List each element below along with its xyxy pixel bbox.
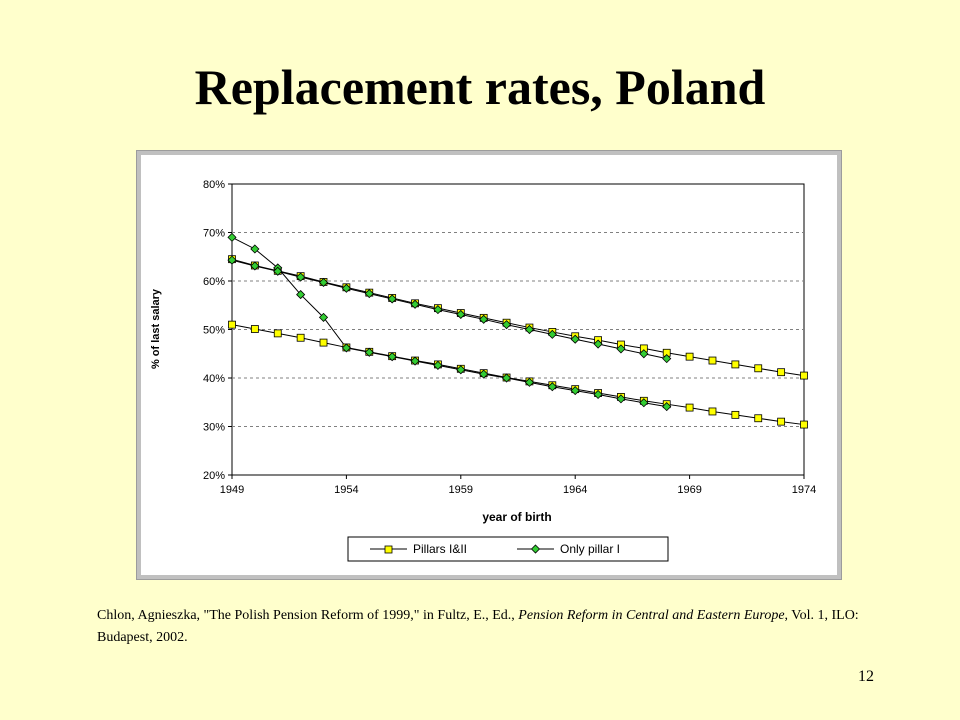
- data-point-only-pillar: [250, 244, 260, 254]
- data-point-pillars: [685, 352, 694, 361]
- data-point-pillars: [754, 364, 763, 373]
- replacement-rate-chart: 20% 30% 40% 50% 60% 70% 80% 1949 1954 1959 1964 196…: [150, 179, 816, 562]
- gridlines: [232, 232, 804, 427]
- data-point-only-pillar: [570, 386, 580, 396]
- y-tick-label: 30%: [203, 422, 225, 434]
- data-point-only-pillar: [364, 347, 374, 357]
- legend-marker-only-pillar: [530, 544, 541, 554]
- y-tick-label: 80%: [203, 179, 225, 191]
- data-point-only-pillar: [296, 272, 306, 282]
- data-point-pillars: [228, 320, 236, 329]
- x-tick-label: 1949: [220, 484, 244, 496]
- data-point-only-pillar: [547, 329, 557, 339]
- data-point-pillars: [319, 338, 328, 347]
- data-point-pillars: [250, 325, 259, 333]
- data-point-only-pillar: [364, 289, 374, 299]
- data-point-only-pillar: [639, 398, 649, 408]
- data-point-only-pillar: [318, 277, 329, 288]
- data-point-only-pillar: [296, 290, 306, 300]
- data-point-pillars: [273, 329, 282, 338]
- x-tick-label: 1959: [449, 484, 473, 496]
- data-point-pillars: [708, 407, 717, 416]
- data-point-only-pillar: [341, 283, 351, 293]
- data-point-only-pillar: [662, 402, 672, 412]
- data-point-pillars: [777, 368, 786, 377]
- data-point-only-pillar: [616, 394, 626, 404]
- data-point-only-pillar: [479, 369, 489, 379]
- data-point-only-pillar: [227, 232, 237, 242]
- data-point-only-pillar: [387, 352, 397, 362]
- data-point-only-pillar: [639, 349, 649, 359]
- data-point-pillars: [800, 371, 808, 380]
- data-point-only-pillar: [616, 344, 626, 354]
- series-layer: [227, 232, 808, 429]
- data-point-only-pillar: [524, 324, 535, 335]
- x-tick-label: 1964: [563, 484, 587, 496]
- data-point-only-pillar: [318, 312, 329, 322]
- data-point-only-pillar: [433, 305, 443, 315]
- y-tick-label: 50%: [203, 325, 225, 337]
- data-point-only-pillar: [524, 377, 535, 387]
- data-point-only-pillar: [410, 299, 420, 309]
- legend-marker-pillars: [384, 545, 393, 554]
- data-point-only-pillar: [501, 320, 512, 330]
- legend: Pillars I&II Only pillar I: [347, 536, 669, 562]
- data-point-only-pillar: [501, 373, 512, 383]
- legend-label-pillars: Pillars I&II: [413, 542, 467, 556]
- x-tick-label: 1969: [677, 484, 701, 496]
- y-axis-label: % of last salary: [150, 288, 162, 369]
- data-point-pillars: [777, 417, 786, 426]
- data-point-only-pillar: [456, 309, 466, 320]
- data-point-only-pillar: [273, 266, 283, 276]
- citation: Chlon, Agnieszka, "The Polish Pension Re…: [97, 605, 897, 649]
- data-point-only-pillar: [479, 314, 489, 324]
- data-point-only-pillar: [387, 294, 397, 304]
- citation-book-title: Pension Reform in Central and Eastern Eu…: [518, 608, 785, 623]
- y-tick-label: 20%: [203, 470, 225, 482]
- data-point-pillars: [731, 410, 740, 419]
- data-point-only-pillar: [227, 255, 237, 265]
- y-tick-label: 40%: [203, 373, 225, 385]
- legend-label-only-pillar: Only pillar I: [560, 542, 620, 556]
- y-tick-label: 60%: [203, 276, 225, 288]
- chart-frame: 20% 30% 40% 50% 60% 70% 80% 1949 1954 1959 1964 196…: [136, 150, 842, 580]
- citation-text-end: , Vol. 1, ILO: Budapest, 2002.: [97, 608, 859, 645]
- page-number: 12: [858, 668, 874, 685]
- data-point-pillars: [731, 360, 740, 369]
- data-point-pillars: [685, 403, 694, 412]
- data-point-pillars: [754, 414, 763, 423]
- data-point-only-pillar: [456, 365, 466, 375]
- citation-text: Chlon, Agnieszka, "The Polish Pension Re…: [97, 608, 519, 623]
- data-point-only-pillar: [593, 389, 603, 400]
- data-point-pillars: [708, 356, 717, 365]
- axes: 20% 30% 40% 50% 60% 70% 80% 1949 1954 1959 1964 196…: [203, 179, 816, 496]
- data-point-only-pillar: [570, 334, 580, 344]
- slide-title: Replacement rates, Poland: [194, 59, 766, 115]
- data-point-only-pillar: [433, 360, 443, 370]
- data-point-pillars: [296, 333, 305, 342]
- x-tick-label: 1954: [334, 484, 358, 496]
- data-point-only-pillar: [250, 261, 260, 271]
- data-point-pillars: [800, 420, 808, 429]
- data-point-only-pillar: [662, 354, 672, 364]
- x-tick-label: 1974: [792, 484, 816, 496]
- data-point-only-pillar: [547, 382, 557, 392]
- x-axis-label: year of birth: [482, 510, 551, 524]
- data-point-only-pillar: [341, 343, 351, 353]
- data-point-only-pillar: [410, 356, 420, 366]
- data-point-only-pillar: [593, 339, 603, 349]
- y-tick-label: 70%: [203, 228, 225, 240]
